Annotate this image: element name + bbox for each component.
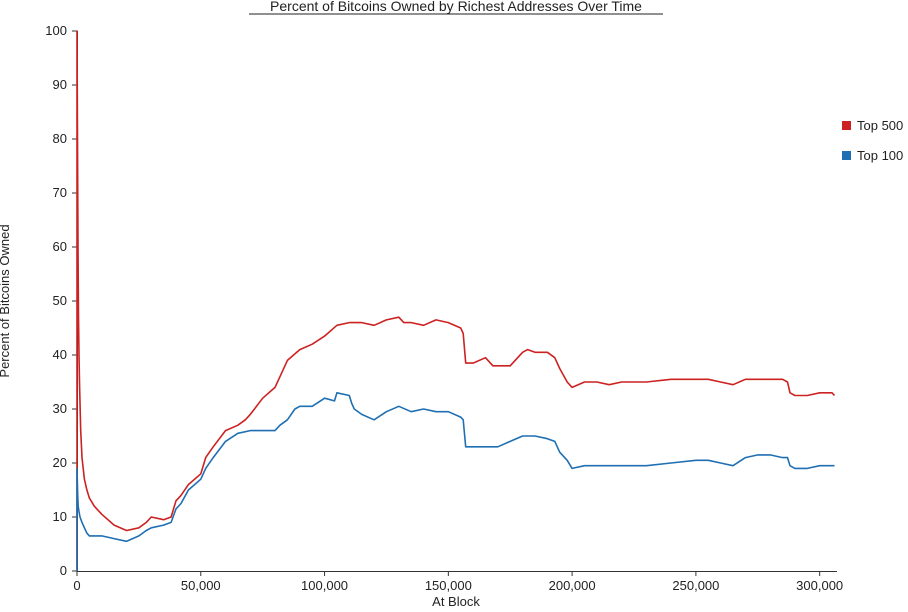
y-tick-label: 40 (53, 347, 67, 362)
y-tick-label: 70 (53, 185, 67, 200)
y-tick-label: 60 (53, 239, 67, 254)
y-tick-label: 10 (53, 509, 67, 524)
y-tick-label: 100 (45, 23, 67, 38)
legend: Top 500 Top 100 (842, 118, 903, 163)
y-tick-label: 90 (53, 77, 67, 92)
x-axis-ticks: 0 50,000 100,000 150,000 200,000 250,000 300,0… (73, 571, 843, 593)
y-tick-label: 0 (60, 563, 67, 578)
y-tick-label: 30 (53, 401, 67, 416)
y-tick-label: 20 (53, 455, 67, 470)
y-tick-label: 80 (53, 131, 67, 146)
x-axis-title: At Block (432, 594, 480, 609)
x-tick-label: 100,000 (301, 578, 348, 593)
y-tick-label: 50 (53, 293, 67, 308)
series-line-top-100 (76, 391, 835, 571)
plot-area (76, 30, 836, 571)
x-tick-label: 250,000 (672, 578, 719, 593)
x-tick-label: 300,000 (796, 578, 843, 593)
series-line-top-500 (76, 30, 836, 571)
x-tick-label: 50,000 (181, 578, 221, 593)
x-tick-label: 0 (73, 578, 80, 593)
legend-swatch-top-500 (842, 121, 851, 130)
x-tick-label: 150,000 (425, 578, 472, 593)
legend-swatch-top-100 (842, 151, 851, 160)
x-tick-label: 200,000 (549, 578, 596, 593)
y-axis-title: Percent of Bitcoins Owned (0, 224, 12, 377)
chart-title: Percent of Bitcoins Owned by Richest Add… (270, 0, 642, 14)
legend-label-top-100: Top 100 (857, 148, 903, 163)
legend-label-top-500: Top 500 (857, 118, 903, 133)
y-axis-ticks: 0 10 20 30 40 50 60 70 80 90 100 (45, 23, 77, 578)
